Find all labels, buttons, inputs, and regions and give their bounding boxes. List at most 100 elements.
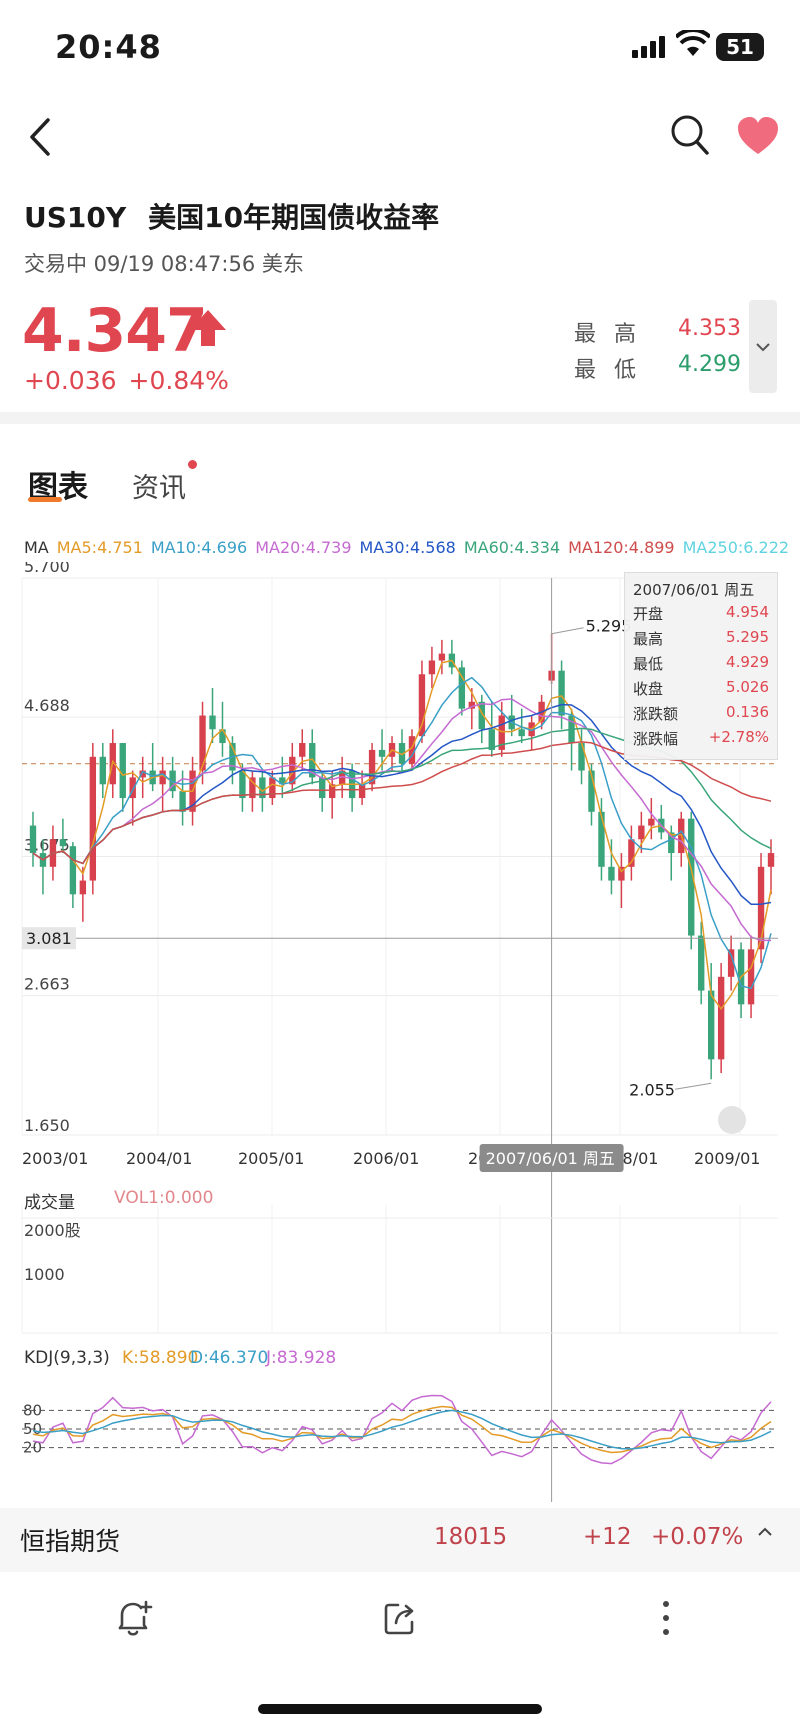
candle-body [299, 743, 306, 757]
active-tab-indicator [28, 497, 62, 502]
candle-body [628, 839, 635, 867]
expand-details-button[interactable] [749, 300, 777, 393]
kdj-label: KDJ(9,3,3) [24, 1348, 110, 1368]
candle-body [249, 777, 256, 799]
ma-line [32, 676, 772, 990]
candle-body [259, 777, 266, 799]
candle-body [378, 749, 386, 757]
chevron-up-icon[interactable] [756, 1520, 774, 1544]
min-pointer [675, 1082, 712, 1090]
candle-body [438, 653, 446, 661]
candle-body [219, 729, 226, 744]
candle-body [688, 818, 695, 936]
candle-body [199, 715, 206, 771]
candle-body [328, 784, 336, 799]
info-label: 涨跌额 [633, 705, 679, 723]
wifi-icon [676, 30, 710, 56]
news-unread-dot [188, 460, 197, 469]
candle-body [757, 866, 765, 950]
info-label: 开盘 [633, 605, 664, 623]
candle-body [638, 825, 645, 840]
candle-body [588, 770, 595, 812]
info-row: 最高 5.295 [633, 628, 769, 649]
x-tick-label: 2005/01 [238, 1149, 304, 1168]
crosshair-date-box [479, 1144, 624, 1172]
info-date: 2007/06/01 周五 [633, 581, 755, 599]
back-button[interactable] [20, 112, 60, 162]
candle-body [458, 667, 466, 709]
ma-legend-item: MA10:4.696 [150, 538, 248, 557]
info-row: 收盘 5.026 [633, 678, 769, 699]
reset-zoom-icon [718, 1106, 746, 1134]
kdj-k-value: K:58.890 [122, 1348, 199, 1368]
candle-body [478, 701, 485, 730]
security-code: US10Y [24, 201, 127, 234]
candle-body [648, 818, 655, 826]
candle-body [608, 866, 615, 881]
crosshair-value-box [22, 927, 76, 950]
max-pointer [551, 627, 584, 635]
candle-body [89, 756, 97, 881]
search-icon[interactable] [668, 112, 712, 158]
chevron-down-icon [756, 342, 770, 351]
security-title: US10Y 美国10年期国债收益率 [24, 196, 439, 236]
info-label: 收盘 [633, 680, 664, 698]
candle-body [578, 743, 585, 771]
low-value: 4.299 [678, 352, 741, 377]
favorite-heart-icon[interactable] [734, 114, 782, 158]
candle-body [139, 770, 146, 778]
x-tick-label: 2003/01 [22, 1149, 88, 1168]
trade-status: 交易中 09/19 08:47:56 美东 [24, 252, 304, 276]
candle-body [468, 701, 476, 709]
info-label: 涨跌幅 [633, 730, 679, 748]
cellular-signal-icon [632, 36, 665, 58]
candle-body [698, 935, 705, 991]
current-price: 4.347 [22, 296, 208, 366]
candle-body [727, 949, 735, 977]
y-tick-label: 5.700 [24, 562, 70, 576]
price-change-row: +0.036 +0.84% [24, 366, 229, 395]
candle-body [428, 660, 436, 675]
candle-body [558, 670, 565, 716]
share-icon[interactable] [378, 1596, 422, 1640]
kdj-d-value: D:46.370 [190, 1348, 269, 1368]
candle-body [239, 770, 246, 799]
ma-line [32, 659, 772, 1011]
info-value: 0.136 [726, 703, 769, 721]
info-row: 最低 4.929 [633, 653, 769, 674]
info-row: 开盘 4.954 [633, 603, 769, 624]
bell-add-icon[interactable] [112, 1596, 156, 1640]
candle-body [169, 770, 176, 792]
kdj-level-label: 50 [23, 1420, 42, 1438]
kdj-line [32, 1394, 772, 1465]
x-tick-label: 2006/01 [353, 1149, 419, 1168]
candle-body [707, 990, 715, 1060]
low-label: 最低 [574, 358, 655, 383]
volume-value: VOL1:0.000 [114, 1188, 214, 1208]
info-row: 涨跌幅 +2.78% [633, 728, 769, 749]
ticker-price: 18015 [434, 1524, 508, 1550]
ma-legend-item: MA250:6.222 [682, 538, 790, 557]
candle-body [767, 853, 775, 867]
price-change-percent: +0.84% [128, 366, 229, 395]
futures-ticker-bar[interactable] [0, 1508, 800, 1572]
more-icon[interactable] [644, 1596, 688, 1640]
candle-body [518, 729, 525, 737]
ma-legend-item: MA30:4.568 [359, 538, 456, 557]
candle-body [279, 777, 286, 785]
high-label: 最高 [574, 322, 655, 347]
ma-legend-item: MA120:4.899 [568, 538, 675, 557]
candle-body [418, 674, 426, 737]
candle-body [398, 743, 406, 764]
section-divider [0, 412, 800, 424]
battery-icon: 51 [716, 33, 764, 61]
info-value: 4.929 [726, 653, 769, 671]
ma-legend-item: MA [24, 538, 49, 557]
tab-news[interactable]: 资讯 [132, 473, 186, 504]
ticker-change-percent: +0.07% [651, 1524, 744, 1550]
kdj-level-label: 20 [23, 1439, 42, 1457]
info-label: 最高 [633, 630, 664, 648]
candle-body [408, 736, 416, 764]
home-indicator [258, 1704, 542, 1714]
info-value: 5.295 [726, 628, 769, 646]
